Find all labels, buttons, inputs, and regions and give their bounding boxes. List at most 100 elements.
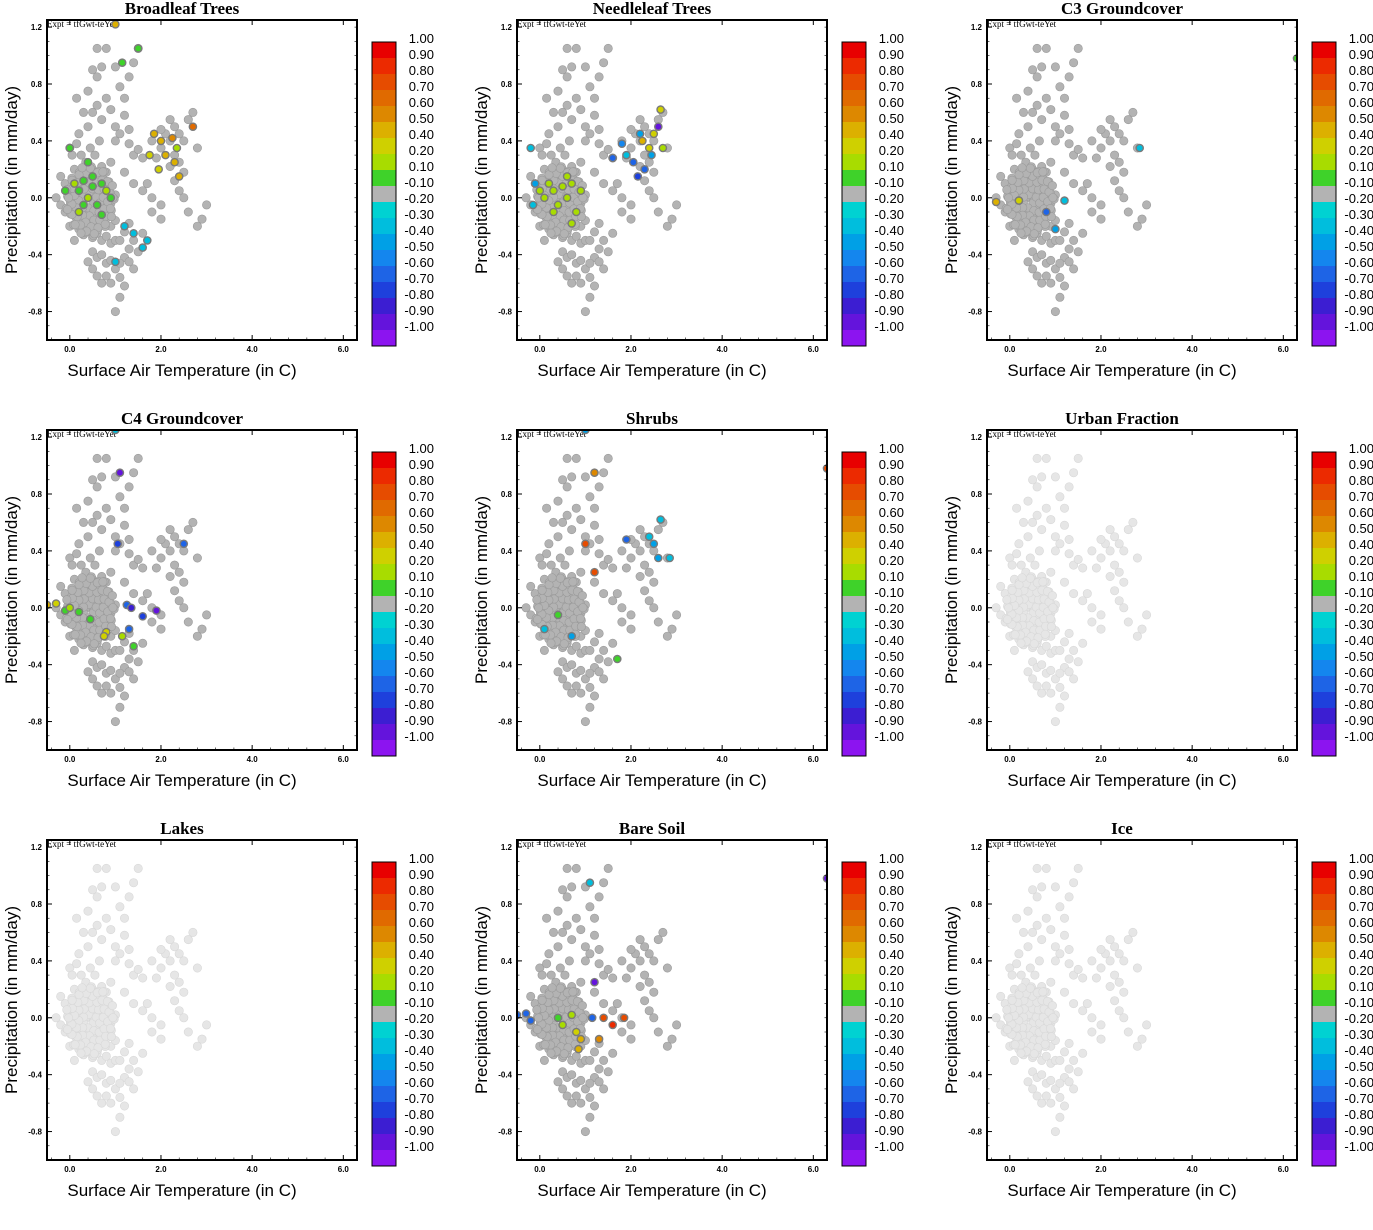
data-point [1007,150,1017,160]
colorbar-swatch [372,58,396,74]
colorbar-label: -0.90 [404,713,434,728]
data-point [1012,959,1022,969]
data-point [107,1001,117,1011]
colorbar-swatch [842,1038,866,1054]
colorbar-swatch [1312,596,1336,612]
data-point [644,949,654,959]
data-point [1119,603,1129,613]
data-point [69,645,79,655]
data-point [546,1048,556,1058]
points-layer [51,863,212,1137]
data-point [1069,645,1079,655]
data-point [1087,207,1097,217]
highlight-point [97,179,106,188]
highlight-point [117,58,127,68]
data-point [1010,220,1020,230]
colorbar-swatch [1312,106,1336,122]
data-point [108,1013,118,1023]
data-point [98,987,108,997]
experiment-label: Expt = tfGwt-teYet [517,839,587,849]
data-point [1060,227,1070,237]
data-point [165,935,175,945]
data-point [1078,638,1088,648]
data-point [640,942,650,952]
data-point [1050,882,1060,892]
data-point [83,122,93,132]
data-point [1030,970,1040,980]
data-point [1007,560,1017,570]
colorbar-label: 0.60 [409,505,434,520]
data-point [1142,200,1152,210]
data-point [649,193,659,203]
data-point [1082,179,1092,189]
colorbar-label: 1.00 [1349,441,1373,456]
colorbar-frame [1311,451,1337,757]
colorbar-label: 0.20 [1349,553,1373,568]
colorbar-label: -0.80 [1344,287,1373,302]
experiment-label: Expt = tfGwt-teYet [517,19,587,29]
colorbar-label: -1.00 [404,319,434,334]
data-point [562,1091,572,1101]
data-point [608,638,618,648]
data-point [644,1006,654,1016]
colorbar-frame [371,41,397,347]
data-point [1114,129,1124,139]
data-point [667,214,677,224]
data-point [1037,62,1047,72]
colorbar-swatch [842,1070,866,1086]
data-point [558,264,568,274]
colorbar-swatch [1312,644,1336,660]
data-point [1055,492,1065,502]
colorbar-swatch [372,692,396,708]
y-tick-label: 0.8 [31,490,43,499]
highlight-point [553,200,563,210]
colorbar-label: 0.10 [1349,569,1373,584]
colorbar-swatch [372,958,396,974]
data-point [626,963,636,973]
colorbar: 1.000.900.800.700.600.500.400.200.10-0.1… [371,31,434,347]
data-point [115,1092,125,1102]
data-point [1060,1047,1070,1057]
data-point [174,567,184,577]
y-tick-label: 0.0 [501,194,513,203]
data-point [115,902,125,912]
data-point [559,639,569,649]
data-point [1132,1041,1142,1051]
data-point [1114,1006,1124,1016]
data-point [1025,983,1035,993]
x-tick-label: 6.0 [338,1165,350,1174]
data-point [83,942,93,952]
highlight-point [113,539,122,549]
data-point [594,959,604,969]
colorbar: 1.000.900.800.700.600.500.400.200.10-0.1… [371,851,434,1167]
colorbar-swatch [372,452,396,468]
colorbar-swatch [842,170,866,186]
panel-3: C4 Groundcover Expt = tfGwt-teYet 1.2 0.8 0.… [0,410,470,820]
data-point [644,977,654,987]
highlight-point [635,129,645,139]
data-point [532,595,542,605]
data-point [129,999,139,1009]
colorbar-label: 0.80 [1349,473,1373,488]
colorbar-label: 1.00 [409,441,434,456]
data-point [1010,1040,1020,1050]
data-point [88,517,98,527]
data-point [562,920,572,930]
data-point [83,86,93,96]
colorbar-label: -0.10 [874,995,904,1010]
colorbar-swatch [372,234,396,250]
data-point [1142,610,1152,620]
data-point [1105,162,1115,172]
data-point [1096,553,1106,563]
plot-frame [46,19,358,341]
data-point [85,983,95,993]
data-point [567,1070,577,1080]
colorbar-swatch [1312,878,1336,894]
data-point [97,525,107,535]
data-point [106,925,116,935]
data-point [1078,228,1088,238]
colorbar-label: 0.60 [879,95,904,110]
data-point [558,107,568,117]
data-point [124,1064,134,1074]
data-point [110,882,120,892]
